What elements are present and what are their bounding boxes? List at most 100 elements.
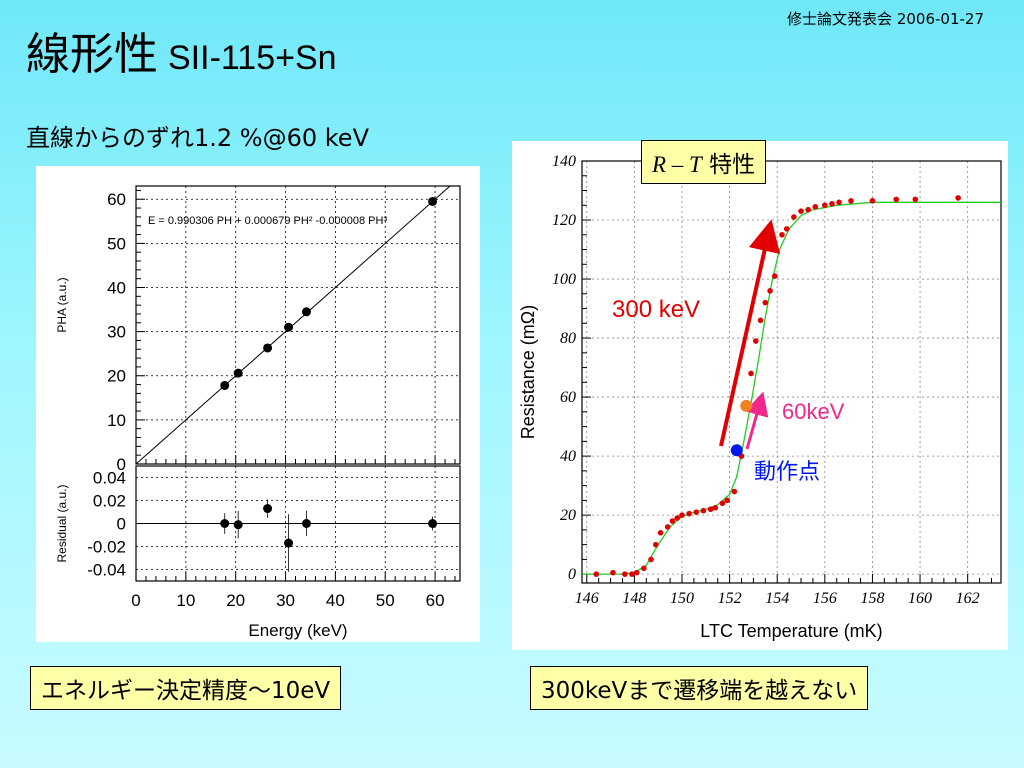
data-point — [622, 571, 628, 577]
x-tick-label: 20 — [226, 591, 245, 610]
label-300kev: 300 keV — [612, 296, 700, 323]
y-tick-label: 0 — [568, 566, 576, 583]
residual-point — [263, 504, 273, 514]
label-60kev: 60keV — [782, 399, 845, 424]
residual-y-tick-label: 0.04 — [93, 469, 126, 488]
data-point — [731, 488, 738, 495]
data-point — [822, 202, 828, 209]
data-point — [798, 208, 804, 214]
data-point — [805, 206, 811, 213]
x-tick-label: 30 — [276, 591, 295, 610]
residual-point — [428, 519, 438, 528]
x-tick-label: 60 — [426, 591, 445, 610]
x-tick-label: 160 — [908, 590, 932, 607]
plot-frame — [135, 185, 461, 465]
data-point — [757, 317, 764, 324]
data-point — [679, 512, 685, 518]
data-point — [848, 198, 854, 204]
x-tick-label: 158 — [860, 590, 884, 607]
data-point — [912, 196, 919, 203]
x-tick-label: 50 — [376, 591, 395, 610]
residual-y-tick-label: -0.02 — [87, 538, 126, 557]
x-axis-label: Energy (keV) — [248, 621, 347, 640]
data-point — [724, 497, 731, 504]
data-point — [648, 556, 654, 563]
data-point — [748, 370, 754, 377]
marker-operating-point — [730, 444, 743, 457]
data-point — [657, 530, 664, 536]
y-tick-label: 40 — [560, 448, 576, 465]
energy-precision-label: エネルギー決定精度～10eV — [30, 666, 342, 710]
fit-curve — [582, 201, 1001, 575]
y-tick-label: 60 — [107, 190, 126, 209]
x-tick-label: 10 — [176, 591, 195, 610]
residual-y-tick-label: 0 — [117, 515, 126, 534]
residual-point — [284, 538, 294, 548]
marker-60kev — [740, 399, 753, 412]
y-tick-label: 120 — [552, 212, 576, 229]
rt-chart-panel: 300 keV 60keV 動作点 0 20 40 60 80 100 120 140 146 148 1… — [512, 141, 1008, 650]
arrow-300kev — [719, 219, 781, 447]
y-axis-label: PHA (a.u.) — [55, 277, 69, 332]
x-tick-label: 0 — [131, 591, 140, 610]
data-point — [674, 515, 681, 521]
data-point — [641, 565, 647, 572]
fit-line — [135, 185, 451, 465]
x-tick-label: 40 — [326, 591, 345, 610]
data-point — [263, 343, 273, 353]
residual-y-tick-label: 0.02 — [93, 492, 126, 511]
data-point — [719, 500, 726, 507]
data-point — [301, 307, 311, 317]
rt-chart: 300 keV 60keV 動作点 0 20 40 60 80 100 120 140 146 148 1… — [518, 153, 1002, 641]
data-point — [664, 524, 671, 530]
y-tick-label: 80 — [560, 330, 576, 347]
x-tick-label: 152 — [718, 590, 742, 607]
y-tick-label: 20 — [560, 507, 576, 524]
x-tick-label: 156 — [813, 590, 837, 607]
y-tick-label: 0 — [117, 455, 126, 474]
x-axis-label: LTC Temperature (mK) — [700, 621, 882, 641]
y-tick-label: 50 — [107, 234, 126, 253]
y-tick-label: 20 — [107, 367, 126, 386]
residual-point — [220, 519, 230, 528]
data-point — [829, 200, 835, 207]
data-point — [653, 541, 659, 548]
data-point — [712, 504, 719, 511]
data-point — [669, 518, 676, 524]
rt-characteristic-label: R – T 特性 — [641, 140, 767, 184]
data-point — [686, 510, 692, 517]
data-point — [783, 226, 790, 232]
data-point — [762, 299, 769, 306]
y-tick-label: 10 — [107, 411, 126, 430]
x-tick-label: 148 — [622, 590, 646, 607]
data-point — [772, 273, 778, 279]
data-point — [767, 288, 773, 294]
data-point — [779, 231, 785, 238]
data-point — [812, 203, 819, 210]
data-point — [707, 506, 714, 513]
linearity-note: 直線からのずれ1.2 %@60 keV — [26, 124, 369, 152]
data-point — [791, 214, 797, 220]
data-point — [629, 571, 635, 577]
y-tick-label: 140 — [552, 153, 576, 170]
arrow-60kev — [745, 391, 769, 450]
data-point — [284, 322, 294, 332]
y-tick-label: 40 — [107, 278, 126, 297]
data-point — [633, 569, 640, 576]
linearity-chart-panel: 0 10 20 30 40 50 60 0.04 0.02 0 -0.02 -0.04 0 10 20 30 4… — [36, 166, 480, 642]
y-axis-label: Resistance (mΩ) — [518, 305, 538, 439]
transition-edge-label: 300keVまで遷移端を越えない — [530, 666, 869, 710]
data-point — [220, 380, 230, 390]
residual-axis-label: Residual (a.u.) — [55, 484, 69, 562]
x-tick-label: 154 — [765, 590, 789, 607]
y-tick-label: 60 — [560, 389, 576, 406]
title-main: 線形性 — [26, 29, 158, 80]
residual-point — [233, 520, 243, 530]
x-tick-label: 150 — [670, 590, 694, 607]
title-subtitle: SII-115+Sn — [168, 39, 337, 77]
data-point — [893, 196, 900, 203]
plot-frame — [581, 160, 1002, 584]
residual-point — [301, 519, 311, 528]
header-meta: 修士論文発表会 2006-01-27 — [787, 10, 984, 28]
data-point — [955, 195, 961, 201]
